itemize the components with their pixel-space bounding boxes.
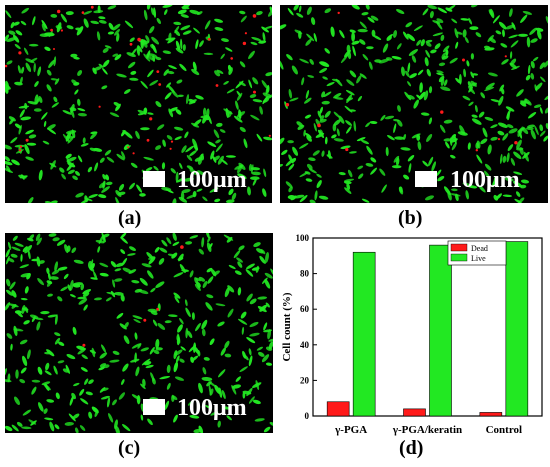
y-tick-label: 100	[296, 233, 310, 243]
legend-label-live: Live	[471, 254, 486, 263]
cell-field-b	[280, 5, 548, 203]
cell-field-c	[5, 233, 273, 433]
x-category-label: γ-PGA/keratin	[392, 424, 462, 436]
scale-bar-b	[415, 171, 437, 187]
panel-label-b: (b)	[398, 207, 423, 229]
chart-svg: 0 20 40 60 80 100 Cell count (%) γ-PGA γ-PGA/ker…	[281, 233, 543, 436]
scale-text-b: 100μm	[450, 167, 520, 193]
cell-count-chart: 0 20 40 60 80 100 Cell count (%) γ-PGA γ-PGA/ker…	[276, 228, 550, 462]
bar-live-2	[505, 241, 529, 417]
panel-label-c: (c)	[118, 437, 141, 459]
scale-text-c: 100μm	[177, 395, 247, 421]
micrograph-c: 100μm	[5, 233, 273, 433]
bar-dead-2	[479, 412, 503, 417]
micrograph-a: 100μm	[5, 5, 272, 203]
y-axis-label: Cell count (%)	[281, 292, 293, 361]
y-tick-label: 80	[300, 269, 310, 279]
legend-label-dead: Dead	[471, 244, 488, 253]
bar-live-1	[429, 244, 452, 417]
y-tick-label: 60	[300, 304, 310, 314]
y-tick-label: 40	[300, 340, 310, 350]
y-tick-label: 0	[305, 411, 310, 421]
scale-bar-c	[143, 399, 165, 415]
scale-text-a: 100μm	[177, 167, 247, 193]
panel-label-d: (d)	[399, 437, 424, 459]
panel-label-a: (a)	[118, 207, 142, 229]
legend-swatch-dead	[450, 243, 468, 252]
bar-dead-0	[326, 401, 350, 417]
x-category-label: γ-PGA	[334, 424, 367, 436]
x-category-label: Control	[486, 424, 522, 436]
cell-field-a	[5, 5, 272, 203]
micrograph-b: 100μm	[280, 5, 548, 203]
legend-swatch-live	[450, 253, 468, 262]
plot-frame	[312, 237, 543, 417]
bar-dead-1	[403, 408, 426, 417]
scale-bar-a	[143, 171, 165, 187]
y-tick-label: 20	[300, 375, 310, 385]
bar-live-0	[352, 251, 376, 417]
